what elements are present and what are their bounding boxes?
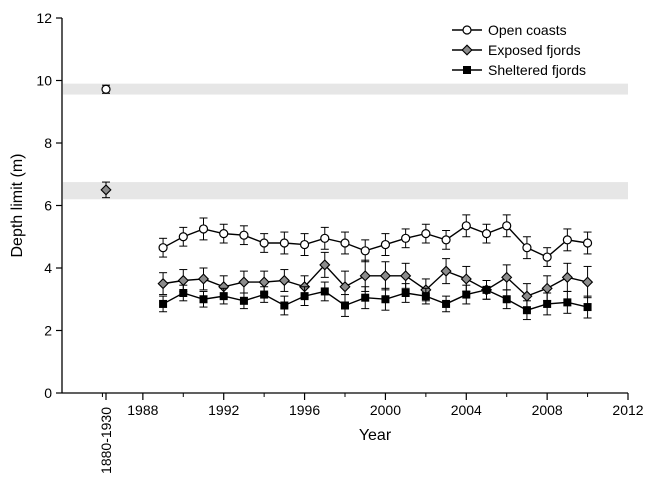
series-sheltered-fjords [159, 280, 592, 321]
data-point [502, 221, 512, 231]
legend: Open coasts Exposed fjords Sheltered fjord… [452, 22, 586, 78]
y-tick-label: 8 [44, 135, 52, 151]
data-point [582, 238, 593, 248]
data-point [542, 252, 552, 262]
data-point [299, 239, 310, 250]
data-point [258, 276, 270, 288]
y-tick-label: 6 [44, 198, 52, 214]
data-point [341, 301, 349, 310]
data-point [379, 270, 392, 282]
data-point [197, 273, 210, 285]
data-point [401, 289, 410, 297]
data-point [501, 271, 513, 283]
data-point [581, 276, 594, 288]
axes: 0 2 4 6 8 10 12 1988 1992 1996 2000 2004 2008 2012 188… [9, 10, 644, 474]
data-point [239, 296, 248, 305]
historical-band [63, 83, 628, 95]
historical-bands [63, 83, 628, 200]
data-point [541, 282, 553, 294]
data-point [563, 298, 572, 307]
x-axis-title: Year [359, 427, 392, 444]
data-point [421, 229, 431, 239]
legend-marker [462, 25, 472, 35]
series-open-coasts [101, 84, 593, 267]
data-point [442, 299, 451, 308]
data-point [339, 281, 351, 293]
data-point [440, 265, 452, 277]
data-point [421, 292, 430, 301]
data-point [460, 273, 472, 285]
data-point [522, 306, 531, 315]
series-line [162, 263, 588, 297]
series-line [162, 289, 588, 311]
legend-marker [463, 66, 471, 74]
data-point [481, 229, 492, 239]
legend-label: Sheltered fjords [488, 62, 586, 78]
historical-band [63, 182, 628, 200]
data-point [279, 238, 289, 248]
data-point [238, 276, 250, 288]
data-point [259, 238, 269, 248]
data-point [543, 299, 552, 308]
x-tick-label: 1996 [289, 402, 320, 418]
y-tick-label: 10 [36, 73, 52, 89]
data-point [502, 295, 511, 304]
x-tick-label: 2000 [370, 402, 401, 418]
data-point [280, 301, 289, 310]
x-tick-label: 2012 [612, 402, 643, 418]
y-tick-label: 12 [36, 10, 52, 26]
data-point [361, 293, 370, 302]
x-tick-label: 2008 [532, 402, 563, 418]
data-point [300, 292, 309, 301]
data-point [177, 274, 189, 287]
data-point [158, 243, 168, 253]
data-point [360, 246, 370, 256]
historical-tick-label: 1880-1930 [98, 407, 114, 474]
data-point [380, 239, 391, 250]
data-point [260, 290, 269, 299]
data-point [561, 271, 573, 283]
series-line [162, 224, 588, 258]
data-point [381, 295, 390, 304]
data-point [462, 290, 471, 299]
data-point [159, 299, 168, 308]
y-tick-label: 4 [44, 260, 52, 276]
data-point [178, 232, 188, 242]
data-point [400, 270, 412, 282]
data-point [562, 235, 572, 245]
data-point [179, 289, 188, 297]
y-tick-label: 0 [44, 385, 52, 401]
x-tick-label: 1992 [208, 402, 239, 418]
data-point [219, 229, 229, 239]
data-point [340, 238, 350, 248]
data-point [583, 303, 592, 312]
x-tick-label: 2004 [451, 402, 482, 418]
legend-marker [461, 44, 473, 56]
historical-data-point [100, 184, 112, 196]
data-point [157, 278, 169, 290]
series-group [100, 84, 594, 321]
y-tick-label: 2 [44, 323, 52, 339]
data-point [239, 230, 249, 240]
data-point [319, 259, 331, 271]
x-tick-label: 1988 [127, 402, 158, 418]
data-point [320, 233, 330, 243]
data-point [320, 287, 329, 296]
data-point [522, 243, 532, 253]
historical-data-point [101, 84, 111, 94]
legend-label: Exposed fjords [488, 42, 581, 58]
data-point [461, 221, 471, 231]
y-axis-title: Depth limit (m) [9, 153, 26, 257]
data-point [198, 224, 209, 234]
data-point [219, 292, 228, 301]
data-point [278, 274, 290, 287]
data-point [482, 285, 491, 294]
data-point [441, 235, 451, 245]
data-point [199, 295, 208, 304]
legend-label: Open coasts [488, 22, 567, 38]
data-point [359, 270, 371, 282]
data-point [401, 233, 411, 243]
